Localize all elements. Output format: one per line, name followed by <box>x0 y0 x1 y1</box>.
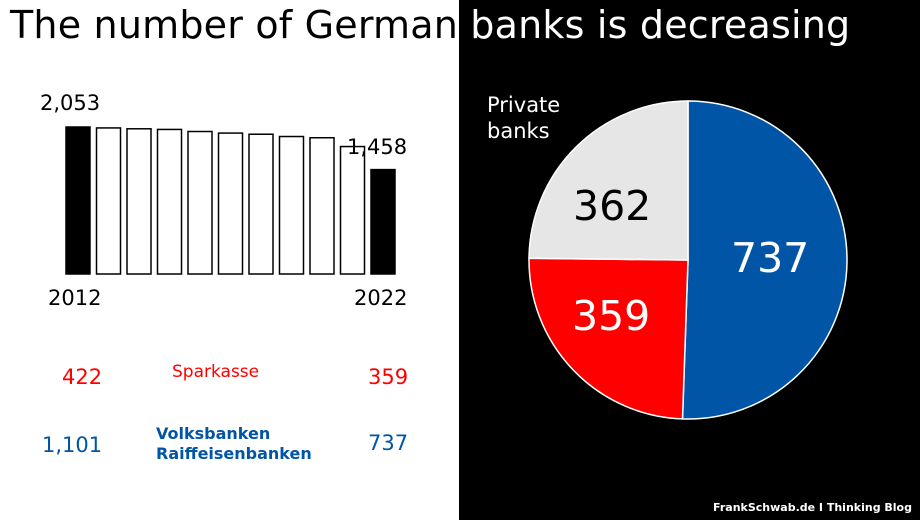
bar-2020 <box>309 136 335 275</box>
title-part-2: banks is decreasing <box>458 3 851 47</box>
sparkasse-label: Sparkasse <box>172 362 260 382</box>
bar-chart <box>65 126 396 275</box>
bar-2018 <box>248 133 274 275</box>
footer-credit: FrankSchwab.de I Thinking Blog <box>713 501 912 514</box>
volksbanken-2022-value: 737 <box>368 431 409 455</box>
bar-2017 <box>217 132 244 275</box>
pie-value-volksbanken: 737 <box>731 234 810 282</box>
bar-2014 <box>126 128 152 275</box>
pie-slice-volksbanken-raiffeisenbanken <box>681 100 848 420</box>
x-label-first: 2012 <box>48 286 102 310</box>
pie-value-sparkasse: 359 <box>572 292 651 340</box>
bar-2015 <box>156 128 183 275</box>
bar-2013 <box>95 127 122 275</box>
x-label-last: 2022 <box>354 286 408 310</box>
bar-2019 <box>278 135 305 275</box>
bar-2016 <box>187 130 213 275</box>
private-banks-label: Private banks <box>487 92 560 144</box>
private-banks-label-line1: Private <box>487 93 561 117</box>
bar-2012 <box>65 126 91 275</box>
first-value-label: 2,053 <box>40 91 101 115</box>
private-banks-label-line2: banks <box>487 119 550 143</box>
sparkasse-2012-value: 422 <box>62 365 103 389</box>
bar-2021 <box>339 145 366 275</box>
volksbanken-label-line1: Volksbanken <box>156 424 271 443</box>
volksbanken-2012-value: 1,101 <box>42 433 103 457</box>
pie-slice-private-banks <box>528 100 689 261</box>
pie-chart <box>528 100 848 420</box>
chart-title: The number of German banks is decreasing <box>10 6 850 44</box>
title-part-1: The number of German <box>10 3 459 47</box>
pie-slice-sparkasse <box>528 257 689 420</box>
sparkasse-2022-value: 359 <box>368 365 409 389</box>
pie-value-private: 362 <box>573 182 652 230</box>
volksbanken-label-line2: Raiffeisenbanken <box>156 444 312 463</box>
volksbanken-label: Volksbanken Raiffeisenbanken <box>156 424 312 464</box>
bar-2022 <box>370 168 396 275</box>
last-value-label: 1,458 <box>347 135 408 159</box>
